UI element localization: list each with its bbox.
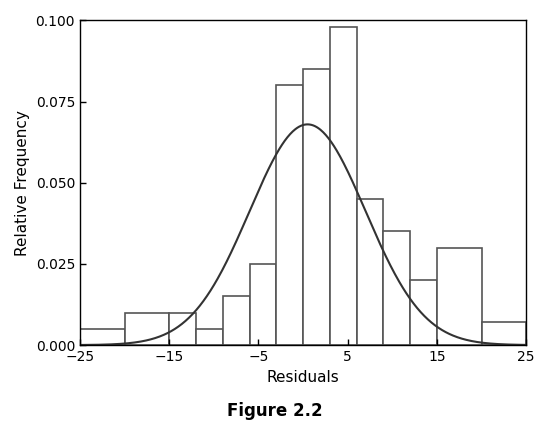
Y-axis label: Relative Frequency: Relative Frequency [15, 110, 30, 256]
Bar [303, 69, 330, 345]
Bar [330, 27, 356, 345]
Bar [223, 296, 250, 345]
Bar [80, 329, 124, 345]
X-axis label: Residuals: Residuals [267, 369, 339, 385]
Bar [482, 323, 526, 345]
Bar [437, 248, 482, 345]
Bar [276, 85, 303, 345]
Bar [250, 264, 276, 345]
Bar [124, 313, 169, 345]
Bar [169, 313, 196, 345]
Bar [356, 199, 383, 345]
Text: Figure 2.2: Figure 2.2 [227, 402, 323, 420]
Bar [410, 280, 437, 345]
Bar [383, 232, 410, 345]
Bar [196, 329, 223, 345]
